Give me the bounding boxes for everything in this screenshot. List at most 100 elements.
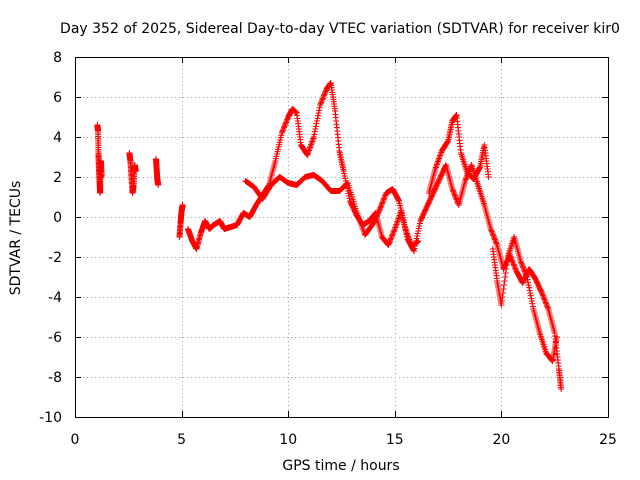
data-point — [543, 300, 550, 307]
x-tick-label: 25 — [599, 432, 617, 448]
data-point — [313, 120, 320, 127]
data-point — [381, 194, 388, 200]
data-point — [321, 90, 328, 96]
data-point — [318, 99, 325, 106]
data-point — [376, 206, 383, 212]
data-point — [538, 288, 545, 295]
data-point — [491, 235, 498, 242]
y-tick-label: -2 — [48, 250, 62, 266]
data-point — [500, 286, 507, 292]
data-point — [319, 95, 326, 102]
data-point — [539, 292, 546, 299]
y-tick-labels: -10 -8 -6 -4 -2 0 2 4 6 8 — [39, 50, 62, 426]
data-point — [377, 204, 384, 211]
data-point — [389, 231, 396, 238]
data-point — [379, 199, 386, 206]
x-tick-label: 20 — [492, 432, 510, 448]
data-point — [392, 224, 399, 231]
data-point — [308, 140, 315, 146]
data-point — [381, 195, 388, 202]
data-point — [415, 238, 422, 244]
data-point — [437, 152, 444, 159]
x-tick-label: 5 — [177, 432, 186, 448]
data-point — [544, 303, 551, 310]
series-arc-6 — [242, 172, 422, 250]
data-point — [321, 91, 328, 98]
data-point — [280, 126, 287, 132]
data-point — [404, 230, 411, 237]
data-point — [528, 295, 535, 302]
data-point — [542, 299, 549, 306]
data-point — [518, 260, 525, 267]
data-point — [452, 192, 459, 199]
data-point — [307, 143, 314, 149]
data-point — [179, 202, 186, 208]
data-point — [488, 228, 495, 235]
data-point — [503, 262, 510, 268]
data-point — [524, 276, 531, 283]
data-point — [510, 261, 517, 268]
data-point — [529, 303, 536, 310]
data-point — [309, 138, 316, 145]
data-point — [387, 238, 394, 244]
data-point — [521, 268, 528, 275]
data-point — [518, 259, 525, 266]
data-point — [493, 239, 500, 246]
data-point — [320, 92, 327, 99]
data-point — [312, 126, 319, 132]
data-point — [379, 200, 386, 207]
data-point — [317, 100, 324, 107]
data-point — [520, 264, 527, 271]
data-point — [449, 187, 456, 194]
data-point — [318, 98, 325, 104]
y-tick-label: -8 — [48, 370, 62, 386]
data-point — [312, 123, 319, 130]
data-point — [512, 265, 519, 272]
data-point — [308, 141, 315, 148]
data-point — [538, 290, 545, 296]
data-point — [278, 130, 285, 136]
data-point — [283, 118, 290, 124]
data-point — [385, 240, 392, 247]
data-point — [510, 260, 517, 266]
data-point — [282, 122, 289, 128]
series-arc-1 — [94, 122, 105, 196]
data-point — [489, 231, 496, 238]
data-point — [526, 284, 533, 291]
data-point — [544, 304, 551, 311]
data-point — [523, 274, 530, 280]
data-point — [501, 282, 508, 288]
y-tick-label: 0 — [53, 210, 62, 226]
data-point — [155, 182, 162, 188]
y-tick-label: 6 — [53, 90, 62, 106]
data-point — [499, 294, 506, 300]
data-point — [490, 232, 497, 239]
data-point — [529, 300, 536, 307]
data-point — [311, 128, 318, 135]
y-tick-label: 2 — [53, 170, 62, 186]
data-point — [388, 234, 395, 240]
data-point — [316, 107, 323, 114]
data-point — [453, 195, 460, 202]
data-point — [316, 104, 323, 111]
data-point — [452, 194, 459, 200]
data-point — [487, 226, 494, 232]
data-point — [388, 235, 395, 242]
x-tick-label: 0 — [71, 432, 80, 448]
y-tick-label: -4 — [48, 290, 62, 306]
data-point — [519, 263, 526, 270]
data-point — [315, 110, 322, 116]
data-point — [476, 165, 483, 171]
data-point — [521, 267, 528, 274]
data-point — [390, 230, 397, 236]
data-point — [377, 203, 384, 210]
data-point — [313, 118, 320, 124]
x-axis-label: GPS time / hours — [282, 458, 399, 474]
data-point — [436, 155, 443, 162]
data-point — [393, 221, 400, 228]
series-arc-5 — [184, 80, 565, 392]
data-point — [549, 357, 556, 364]
data-point — [392, 223, 399, 229]
data-point — [489, 230, 496, 236]
data-point — [393, 220, 400, 226]
